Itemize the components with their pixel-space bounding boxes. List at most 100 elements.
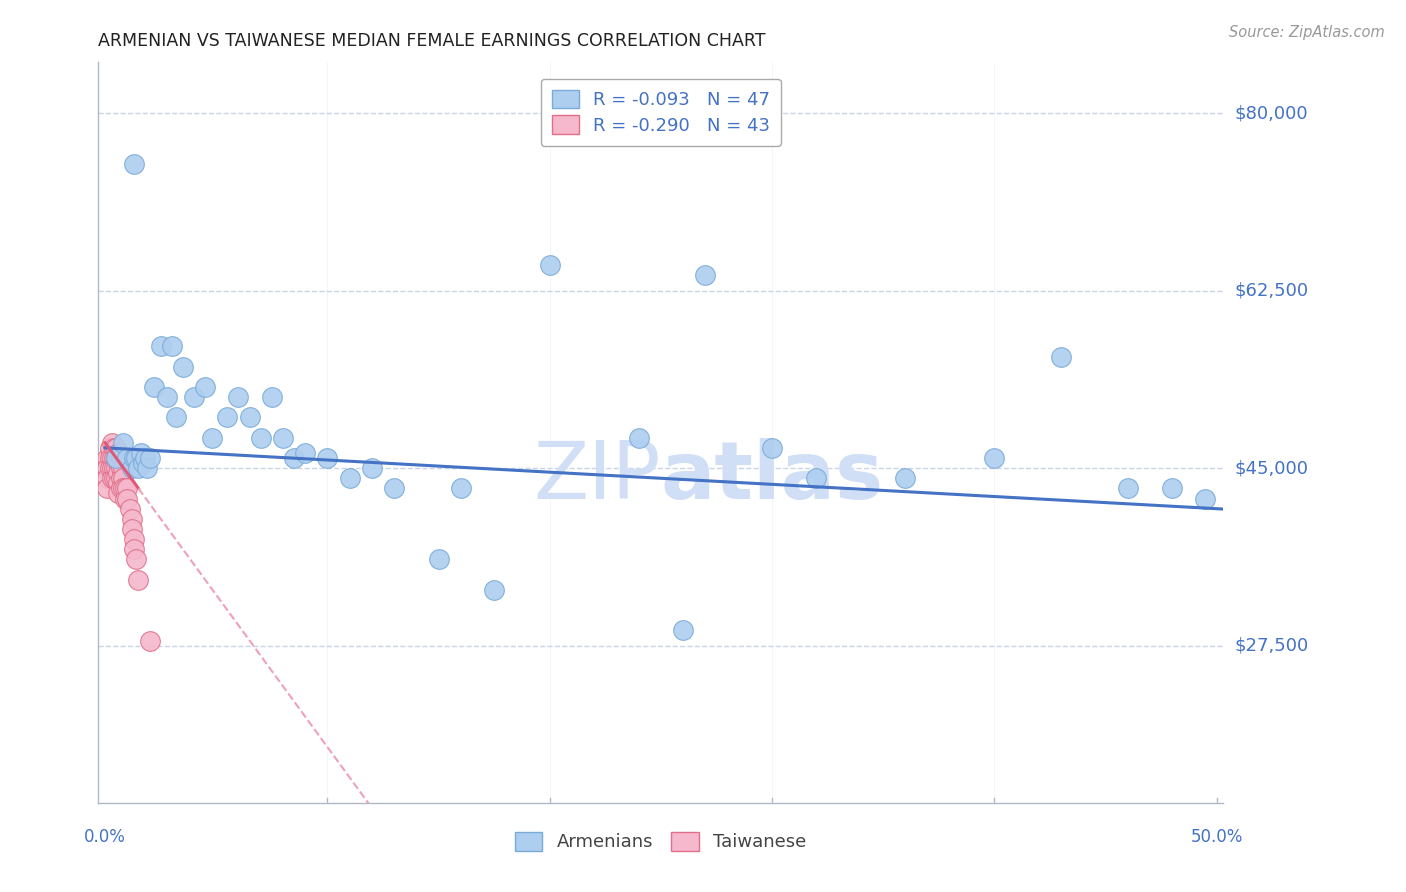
Point <box>118 501 141 516</box>
Point <box>761 441 783 455</box>
Point <box>107 486 129 500</box>
Point <box>627 431 650 445</box>
Point <box>111 461 134 475</box>
Point <box>107 446 129 460</box>
Point <box>294 446 316 460</box>
Point <box>121 522 143 536</box>
Point <box>114 491 136 506</box>
Point <box>110 461 132 475</box>
Point <box>103 450 125 465</box>
Text: $27,500: $27,500 <box>1234 637 1309 655</box>
Text: Source: ZipAtlas.com: Source: ZipAtlas.com <box>1229 25 1385 40</box>
Point <box>96 471 118 485</box>
Point <box>117 450 139 465</box>
Point <box>105 441 128 455</box>
Point <box>100 450 122 465</box>
Point <box>117 491 139 506</box>
Point <box>122 157 145 171</box>
Point <box>127 573 149 587</box>
Legend: Armenians, Taiwanese: Armenians, Taiwanese <box>506 823 815 861</box>
Point <box>122 450 145 465</box>
Point <box>983 450 1005 465</box>
Point <box>100 461 122 475</box>
Point <box>122 542 145 557</box>
Point <box>138 633 160 648</box>
Point <box>156 390 179 404</box>
Point <box>125 450 148 465</box>
Point <box>105 450 128 465</box>
Point <box>111 482 134 496</box>
Point <box>121 461 143 475</box>
Point <box>103 441 125 455</box>
Point <box>107 466 129 480</box>
Point <box>103 471 125 485</box>
Point <box>110 471 132 485</box>
Point <box>165 410 187 425</box>
Point <box>160 339 183 353</box>
Point <box>172 359 194 374</box>
Point <box>894 471 917 485</box>
Text: ZIP: ZIP <box>533 438 661 516</box>
Point <box>201 431 224 445</box>
Point <box>127 461 149 475</box>
Text: 0.0%: 0.0% <box>84 828 127 847</box>
Point <box>672 624 695 638</box>
Point <box>117 482 139 496</box>
Point <box>143 380 166 394</box>
Point <box>183 390 205 404</box>
Point <box>1116 482 1139 496</box>
Point <box>105 471 128 485</box>
Point <box>538 258 561 272</box>
Point <box>339 471 361 485</box>
Point <box>427 552 450 566</box>
Point <box>260 390 283 404</box>
Point <box>382 482 405 496</box>
Point <box>695 268 717 283</box>
Point <box>105 461 128 475</box>
Point <box>129 446 152 460</box>
Text: ARMENIAN VS TAIWANESE MEDIAN FEMALE EARNINGS CORRELATION CHART: ARMENIAN VS TAIWANESE MEDIAN FEMALE EARN… <box>98 32 766 50</box>
Point <box>149 339 172 353</box>
Point <box>271 431 294 445</box>
Point <box>107 456 129 470</box>
Point <box>111 471 134 485</box>
Point <box>283 450 305 465</box>
Point <box>194 380 217 394</box>
Point <box>105 450 128 465</box>
Point <box>107 476 129 491</box>
Point <box>228 390 250 404</box>
Point <box>96 450 118 465</box>
Point <box>100 435 122 450</box>
Point <box>1161 482 1184 496</box>
Point <box>110 482 132 496</box>
Point <box>249 431 271 445</box>
Point <box>132 456 155 470</box>
Text: $80,000: $80,000 <box>1234 104 1308 122</box>
Point <box>114 482 136 496</box>
Point <box>98 450 121 465</box>
Point <box>98 461 121 475</box>
Point <box>125 552 148 566</box>
Text: $45,000: $45,000 <box>1234 459 1309 477</box>
Point <box>316 450 339 465</box>
Point <box>121 512 143 526</box>
Point <box>1050 350 1073 364</box>
Point <box>96 461 118 475</box>
Point <box>103 461 125 475</box>
Point <box>138 450 160 465</box>
Point <box>96 482 118 496</box>
Text: atlas: atlas <box>661 438 884 516</box>
Point <box>239 410 262 425</box>
Point <box>100 471 122 485</box>
Point <box>360 461 382 475</box>
Point <box>450 482 472 496</box>
Point <box>110 450 132 465</box>
Point <box>111 435 134 450</box>
Point <box>136 461 159 475</box>
Point <box>806 471 828 485</box>
Point <box>122 532 145 546</box>
Text: $62,500: $62,500 <box>1234 282 1309 300</box>
Point <box>482 582 505 597</box>
Point <box>217 410 239 425</box>
Point <box>98 441 121 455</box>
